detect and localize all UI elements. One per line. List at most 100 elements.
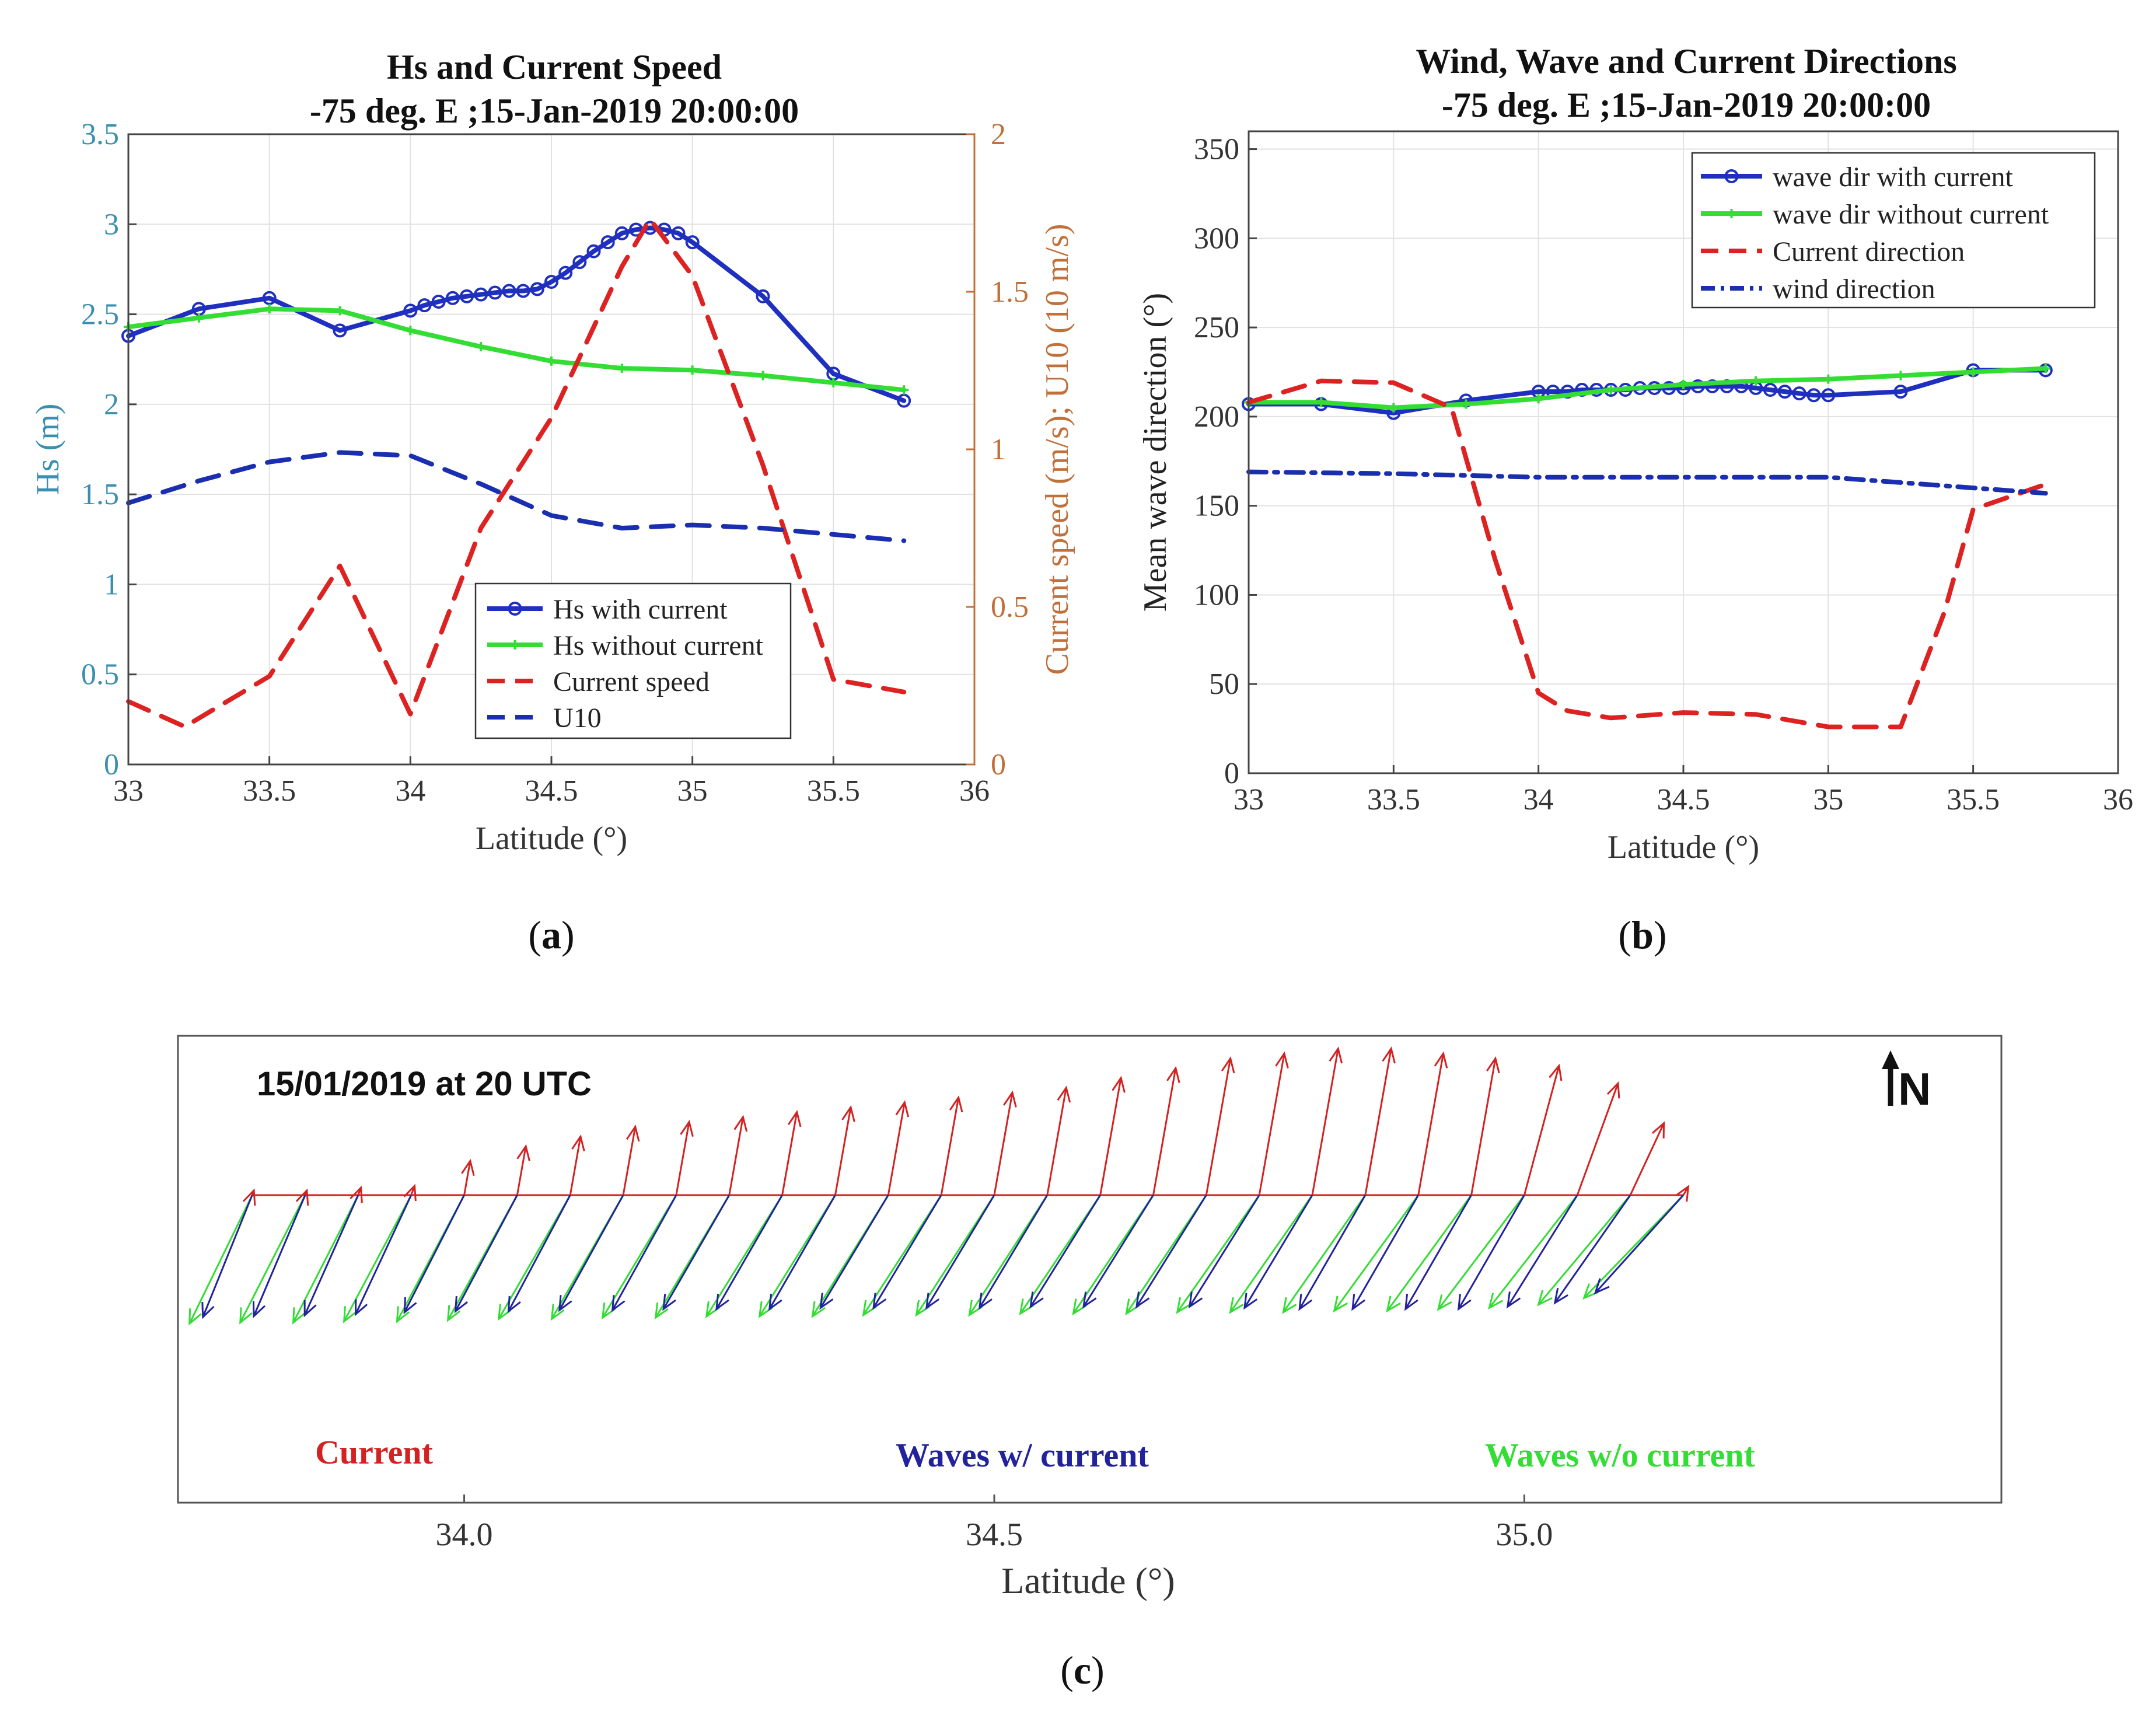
wave-with-current-arrow-head: [558, 1295, 572, 1312]
panel-a-legend-label-current-speed: Current speed: [553, 666, 710, 697]
panel-a-ytick-label: 2.5: [81, 298, 119, 331]
panel-c-vectors: [188, 1046, 1690, 1326]
current-arrow: [622, 1126, 637, 1196]
panel-b-point-wave-dir-without-current: [1968, 367, 1978, 377]
current-arrow-head: [461, 1158, 475, 1176]
current-arrow: [569, 1136, 582, 1196]
current-arrow: [1152, 1068, 1177, 1196]
panel-a-series-hs-with-current: [126, 225, 907, 403]
wave-no-current-arrow-head: [188, 1308, 202, 1326]
panel-a-grid: [128, 134, 975, 765]
current-arrow-head: [516, 1144, 530, 1161]
panel-a-ytick-label: 1.5: [81, 478, 119, 511]
wave-no-current-arrow: [1488, 1195, 1578, 1308]
panel-a-subtitle: -75 deg. E ;15-Jan-2019 20:00:00: [310, 92, 799, 130]
panel-a-xtick-label: 35.5: [807, 774, 860, 808]
panel-b-ytick-label: 0: [1224, 757, 1239, 790]
panel-a-y2tick-label: 2: [991, 118, 1006, 151]
panel-a-point-hs-with-current: [474, 287, 488, 302]
panel-a-y2tick-label: 0.5: [991, 591, 1029, 624]
current-arrow-head: [571, 1134, 585, 1152]
wave-no-current-arrow-head: [862, 1300, 877, 1317]
panel-a-point-hs-with-current: [417, 298, 432, 313]
panel-b-ytick-label: 100: [1194, 578, 1239, 612]
panel-a-chart: Hs and Current Speed -75 deg. E ;15-Jan-…: [30, 48, 1075, 857]
current-arrow-head: [1486, 1056, 1500, 1074]
wave-no-current-arrow-head: [1019, 1298, 1034, 1316]
panel-b-label: (b): [1618, 913, 1666, 957]
wave-with-current-arrow: [611, 1195, 677, 1311]
panel-c-ticks: 34.0 34.5 35.0: [436, 1494, 1553, 1553]
wave-no-current-arrow-head: [654, 1303, 669, 1320]
wave-with-current-arrow: [253, 1195, 306, 1317]
wave-with-current-arrow-head: [201, 1301, 215, 1319]
wave-with-current-arrow-head: [507, 1296, 521, 1314]
panel-a-series-current-speed: [126, 217, 907, 729]
panel-a-point-hs-without-current: [758, 371, 768, 380]
panel-a-label: (a): [528, 913, 574, 957]
wave-with-current-arrow-head: [978, 1293, 993, 1310]
panel-a-point-hs-without-current: [476, 342, 486, 352]
wave-no-current-arrow: [1386, 1195, 1472, 1312]
wave-with-current-arrow: [1404, 1195, 1472, 1310]
wave-with-current-arrow: [819, 1195, 889, 1308]
wave-with-current-arrow-head: [925, 1293, 940, 1310]
panel-a-point-hs-without-current: [899, 385, 909, 395]
panel-c-title: 15/01/2019 at 20 UTC: [257, 1065, 592, 1103]
wave-with-current-arrow-head: [1188, 1291, 1203, 1309]
current-arrow-head: [949, 1095, 963, 1113]
panel-b-xtick-label: 36: [2103, 783, 2133, 816]
panel-b-point-wave-dir-without-current: [1606, 385, 1616, 395]
panel-a-point-hs-without-current: [829, 378, 838, 387]
panel-b-point-wave-dir-with-current: [1777, 385, 1792, 399]
panel-c-label: (c): [1060, 1648, 1105, 1692]
wave-no-current-arrow-head: [1582, 1283, 1599, 1300]
panel-a-legend-label-hs-with-current: Hs with current: [553, 594, 728, 625]
wave-with-current-arrow-head: [611, 1295, 626, 1312]
wave-no-current-arrow-head: [705, 1301, 720, 1318]
panel-a-point-hs-with-current: [431, 294, 446, 309]
panel-a-y2tick-label: 1: [991, 433, 1006, 466]
panel-b-series: [1242, 363, 2053, 729]
wave-no-current-arrow-head: [1488, 1293, 1504, 1310]
panel-a-xtick-label: 33: [113, 774, 144, 808]
panel-b-ytick-label: 250: [1194, 311, 1239, 344]
panel-c-chart: 15/01/2019 at 20 UTC N Current Waves w/ …: [177, 1035, 2003, 1601]
wave-with-current-arrow-head: [303, 1300, 317, 1318]
panel-b-point-wave-dir-without-current: [1461, 399, 1471, 409]
wave-no-current-arrow-head: [1437, 1294, 1452, 1311]
panel-a-xlabel: Latitude (°): [476, 820, 627, 857]
wave-no-current-arrow-head: [1176, 1297, 1191, 1314]
panel-c-xtick-label: 35.0: [1495, 1517, 1553, 1553]
wave-with-current-arrow: [1243, 1195, 1313, 1308]
current-arrow: [1258, 1053, 1285, 1196]
wave-with-current-arrow-head: [1029, 1291, 1044, 1309]
current-arrow: [675, 1122, 690, 1196]
panel-b-point-wave-dir-with-current: [1792, 386, 1806, 401]
panel-a-point-hs-with-current: [262, 291, 277, 305]
wave-with-current-arrow: [1135, 1195, 1207, 1307]
current-arrow-head: [1221, 1056, 1235, 1074]
wave-no-current-arrow-head: [758, 1301, 773, 1318]
current-arrow-head: [1275, 1051, 1289, 1068]
panel-a-point-hs-with-current: [671, 226, 686, 240]
wave-no-current-arrow-head: [343, 1306, 357, 1324]
panel-c-xlabel: Latitude (°): [1001, 1560, 1175, 1601]
panel-a-ticks: 33 33.5 34 34.5 35 35.5 3600.511.522.533.500.5…: [81, 118, 1029, 808]
panel-b-legend: wave dir with current wave dir without cu…: [1691, 152, 2096, 309]
panel-b-point-wave-dir-with-current: [1821, 388, 1836, 403]
panel-b-series-current-direction: [1246, 378, 2048, 729]
wave-no-current-arrow-head: [497, 1304, 512, 1321]
panel-a-point-hs-with-current: [445, 291, 460, 305]
legend-waves-with-current: Waves w/ current: [896, 1436, 1149, 1474]
wave-with-current-arrow-head: [819, 1293, 834, 1310]
panel-b-series-wave-dir-without-current: [1246, 366, 2048, 410]
panel-c-letter: c: [1074, 1648, 1091, 1692]
panel-b-title: Wind, Wave and Current Directions: [1416, 42, 1956, 81]
current-arrow-head: [1057, 1085, 1071, 1103]
panel-a-y2tick-label: 1.5: [991, 275, 1029, 309]
panel-b-xtick-label: 34.5: [1657, 783, 1710, 816]
panel-a-legend: Hs with current Hs without current Current…: [474, 582, 792, 739]
wave-no-current-arrow-head: [396, 1306, 410, 1324]
panel-a-point-hs-with-current: [516, 284, 530, 298]
